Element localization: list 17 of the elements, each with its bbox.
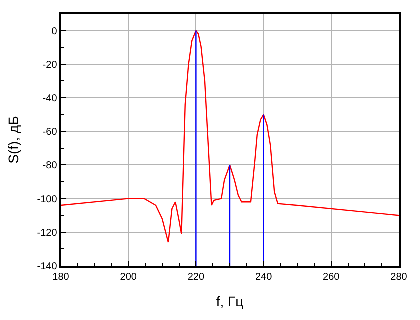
- line-series: [61, 30, 399, 244]
- x-tick-label: 220: [188, 272, 205, 283]
- x-tick-label: 180: [52, 272, 70, 283]
- x-tick-label: 280: [390, 272, 408, 283]
- y-tick-label: -120: [37, 228, 58, 239]
- x-tick-label: 260: [323, 272, 340, 283]
- y-tick-label: -60: [42, 127, 58, 138]
- y-tick-label: -40: [42, 94, 58, 104]
- y-tick-label: -100: [37, 194, 58, 206]
- y-tick-label: 0: [52, 26, 58, 38]
- x-tick-label: 240: [255, 272, 273, 283]
- x-tick-label: 200: [120, 272, 138, 283]
- y-tick-label: -80: [42, 160, 58, 172]
- x-axis-title: f, Гц: [216, 294, 244, 310]
- y-axis-title: S(f), дБ: [5, 116, 22, 164]
- y-tick-label: -140: [37, 262, 58, 272]
- y-tick-label: -20: [42, 60, 58, 71]
